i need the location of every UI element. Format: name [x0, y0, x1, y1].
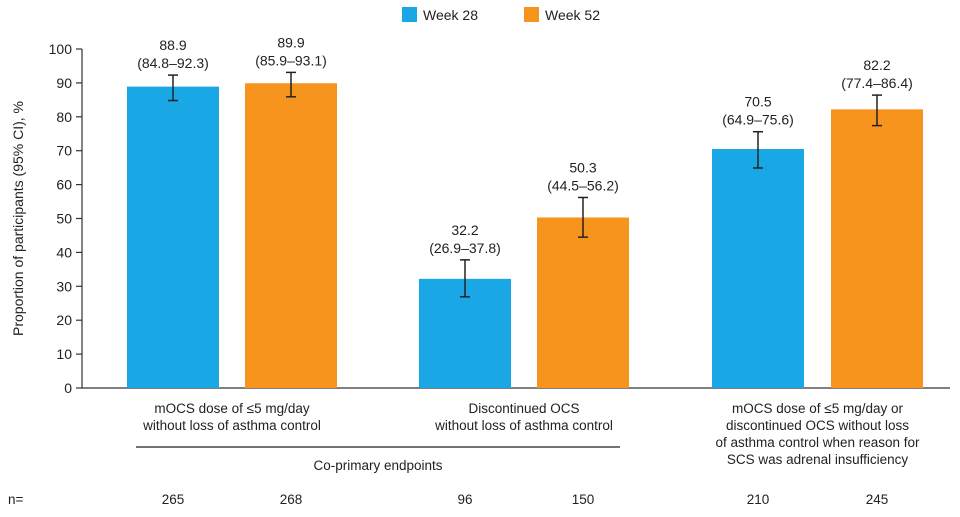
n-value: 265	[162, 492, 185, 507]
category-label-line: without loss of asthma control	[142, 418, 321, 433]
footer: mOCS dose of ≤5 mg/day without loss of as…	[8, 401, 920, 507]
y-tick-label: 10	[56, 346, 72, 362]
legend-swatch	[402, 7, 417, 22]
y-tick-label: 90	[56, 75, 72, 91]
bar-value-label: 88.9	[159, 37, 186, 53]
bar-week-52	[245, 83, 337, 388]
legend-item-week-52: Week 52	[524, 7, 600, 23]
bar-ci-label: (84.8–92.3)	[137, 55, 209, 71]
error-bar	[460, 259, 470, 298]
legend-item-week-28: Week 28	[402, 7, 478, 23]
bar-ci-label: (77.4–86.4)	[841, 75, 913, 91]
error-bar	[872, 94, 882, 127]
y-tick-label: 0	[64, 380, 72, 396]
y-axis-label: Proportion of participants (95% CI), %	[10, 101, 26, 336]
category-label-line: of asthma control when reason for	[715, 435, 920, 450]
error-bar	[753, 130, 763, 169]
category-label-line: without loss of asthma control	[434, 418, 613, 433]
category-label-line: SCS was adrenal insufficiency	[727, 452, 909, 467]
bar-week-28	[712, 149, 804, 388]
category-label-line: discontinued OCS without loss	[726, 418, 909, 433]
y-tick-label: 60	[56, 177, 72, 193]
labels: 88.9 (84.8–92.3) 89.9 (85.9–93.1) 32.2 (26.9–…	[137, 34, 913, 255]
category-label-line: Discontinued OCS	[468, 401, 579, 416]
n-value: 268	[280, 492, 303, 507]
y-tick-label: 20	[56, 312, 72, 328]
error-bar	[286, 71, 296, 98]
category-label: mOCS dose of ≤5 mg/day or discontinued OC…	[715, 401, 920, 467]
legend-label: Week 28	[423, 7, 478, 23]
n-value: 210	[747, 492, 770, 507]
bar-value-label: 50.3	[569, 159, 596, 175]
bracket-label: Co-primary endpoints	[313, 458, 442, 473]
bar-week-28	[127, 86, 219, 388]
error-bar	[168, 74, 178, 102]
axes: 0 10 20 30 40 50 60 70 80 90 100 Proportion of part…	[10, 41, 950, 396]
bar-ci-label: (26.9–37.8)	[429, 240, 501, 256]
category-label-line: mOCS dose of ≤5 mg/day or	[732, 401, 903, 416]
bars	[127, 71, 923, 388]
legend: Week 28 Week 52	[402, 7, 600, 23]
legend-swatch	[524, 7, 539, 22]
bar-value-label: 32.2	[451, 222, 478, 238]
y-tick-label: 70	[56, 143, 72, 159]
bar-week-52	[537, 217, 629, 388]
category-label-line: mOCS dose of ≤5 mg/day	[154, 401, 309, 416]
n-value: 96	[457, 492, 472, 507]
n-row-label: n=	[8, 492, 24, 507]
y-tick-label: 30	[56, 278, 72, 294]
bar-ci-label: (64.9–75.6)	[722, 112, 794, 128]
y-tick-label: 50	[56, 211, 72, 227]
bar-week-52	[831, 109, 923, 388]
y-tick-label: 40	[56, 244, 72, 260]
n-value: 150	[572, 492, 595, 507]
legend-label: Week 52	[545, 7, 600, 23]
category-label: mOCS dose of ≤5 mg/day without loss of as…	[142, 401, 321, 433]
n-value: 245	[866, 492, 889, 507]
error-bar	[578, 196, 588, 238]
y-tick-label: 80	[56, 109, 72, 125]
bar-ci-label: (85.9–93.1)	[255, 52, 327, 68]
bar-value-label: 70.5	[744, 94, 771, 110]
y-tick-label: 100	[49, 41, 73, 57]
bar-value-label: 89.9	[277, 34, 304, 50]
bar-ci-label: (44.5–56.2)	[547, 177, 619, 193]
bar-value-label: 82.2	[863, 57, 890, 73]
category-label: Discontinued OCS without loss of asthma c…	[434, 401, 613, 433]
